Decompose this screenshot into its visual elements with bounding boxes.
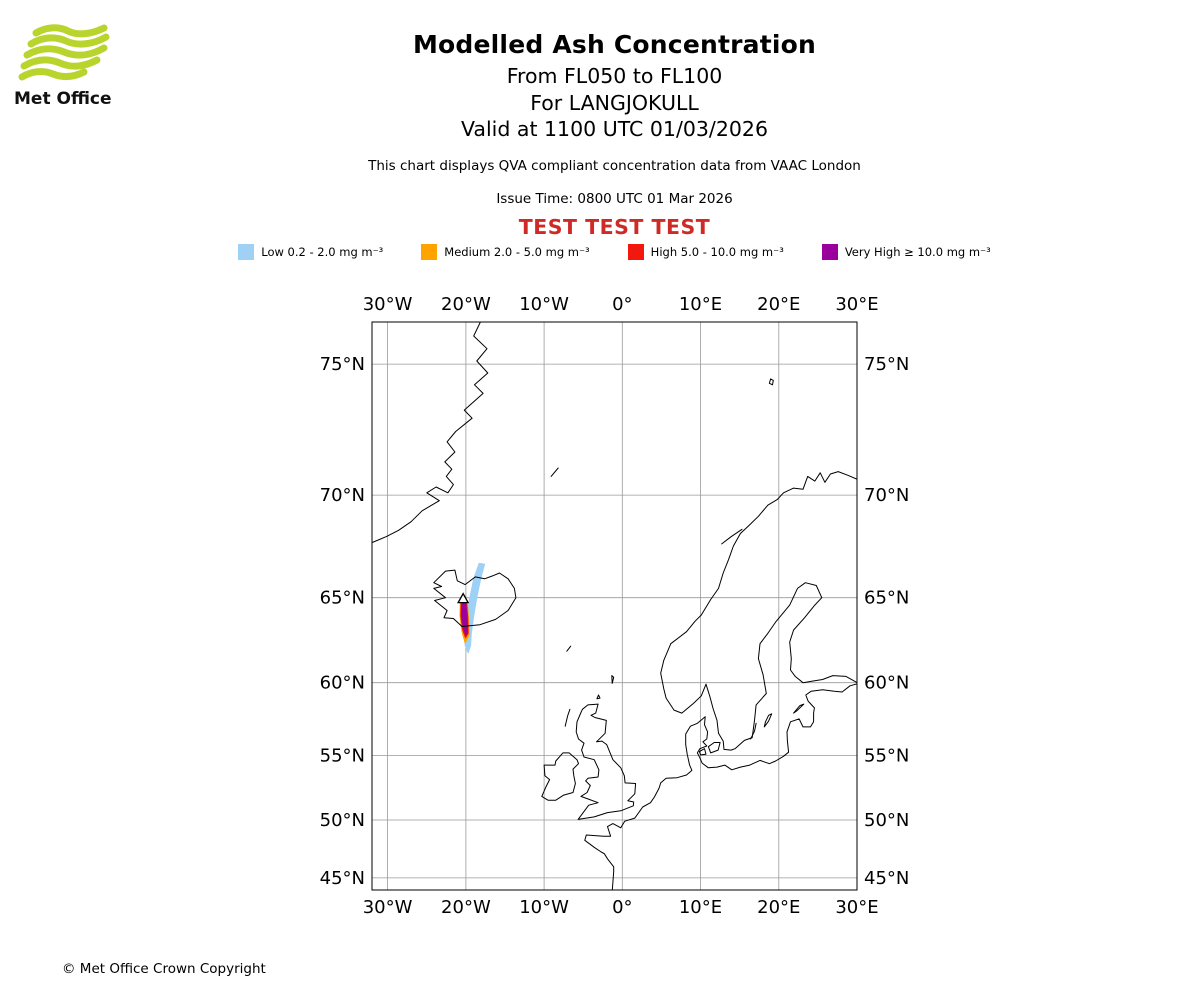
lon-label-top: 30°W — [363, 294, 413, 315]
coastline-iceland — [433, 569, 517, 627]
legend-label: Medium 2.0 - 5.0 mg m⁻³ — [444, 245, 590, 259]
legend-swatch — [238, 244, 255, 260]
coastline-saaremaa — [793, 703, 805, 714]
coastline-gotland — [763, 713, 773, 728]
lat-label-right: 60°N — [864, 673, 909, 694]
lon-label-bottom: 30°W — [363, 897, 413, 918]
logo-text: Met Office — [14, 89, 112, 109]
lat-label-right: 55°N — [864, 746, 909, 767]
lat-label-left: 60°N — [320, 673, 365, 694]
page-title: Modelled Ash Concentration — [412, 30, 817, 59]
legend-label: Low 0.2 - 2.0 mg m⁻³ — [261, 245, 384, 259]
volcano-marker — [457, 592, 470, 604]
lat-label-left: 45°N — [320, 868, 365, 889]
map-svg: 30°W 30°W 20°W 20°W 10°W 10°W 0° 0° 10°E 10°E 20°E… — [320, 294, 910, 918]
copyright: © Met Office Crown Copyright — [62, 961, 266, 977]
coastline-oland — [750, 722, 757, 740]
lon-label-top: 30°E — [835, 294, 878, 315]
lon-label-bottom: 10°W — [519, 897, 569, 918]
met-office-logo: Met Office — [12, 24, 122, 114]
lon-label-top: 10°W — [519, 294, 569, 315]
lat-label-right: 65°N — [864, 588, 909, 609]
volcano-name-line: For LANGJOKULL — [530, 91, 699, 115]
qva-compliance-note: This chart displays QVA compliant concen… — [368, 158, 861, 174]
coastline-scandinavia — [660, 471, 857, 751]
legend-swatch — [627, 244, 644, 260]
test-banner: TEST TEST TEST — [518, 215, 711, 239]
lat-label-right: 50°N — [864, 810, 909, 831]
legend-swatch — [421, 244, 438, 260]
legend-item-very-high: Very High ≥ 10.0 mg m⁻³ — [821, 244, 991, 260]
coastline-ireland — [541, 752, 579, 801]
lat-label-left: 55°N — [320, 746, 365, 767]
legend-item-low: Low 0.2 - 2.0 mg m⁻³ — [238, 244, 383, 260]
coastline-zealand — [707, 742, 721, 754]
coastline-bear-island — [768, 378, 774, 386]
coastline-great-britain — [575, 703, 637, 820]
coastline-outer-hebrides — [564, 708, 571, 727]
lat-label-right: 70°N — [864, 485, 909, 506]
coastline-lofoten — [721, 528, 743, 545]
coastline-faroe-islands — [566, 645, 572, 652]
lat-label-left: 50°N — [320, 810, 365, 831]
legend-item-medium: Medium 2.0 - 5.0 mg m⁻³ — [421, 244, 590, 260]
legend: Low 0.2 - 2.0 mg m⁻³ Medium 2.0 - 5.0 mg… — [0, 244, 1200, 260]
lat-label-left: 70°N — [320, 485, 365, 506]
lat-label-right: 45°N — [864, 868, 909, 889]
legend-label: Very High ≥ 10.0 mg m⁻³ — [844, 245, 991, 259]
lat-label-left: 65°N — [320, 588, 365, 609]
lon-label-bottom: 0° — [612, 897, 632, 918]
lat-label-right: 75°N — [864, 354, 909, 375]
legend-label: High 5.0 - 10.0 mg m⁻³ — [650, 245, 784, 259]
coastline-jan-mayen — [550, 467, 559, 477]
coastline-funen — [698, 748, 707, 756]
issue-time: Issue Time: 0800 UTC 01 Mar 2026 — [496, 191, 733, 207]
lon-label-bottom: 20°E — [757, 897, 800, 918]
lon-label-top: 20°E — [757, 294, 800, 315]
map-frame — [371, 321, 858, 891]
lon-label-top: 20°W — [441, 294, 491, 315]
legend-item-high: High 5.0 - 10.0 mg m⁻³ — [627, 244, 784, 260]
lon-label-top: 10°E — [679, 294, 722, 315]
lon-label-bottom: 30°E — [835, 897, 878, 918]
flight-level-line: From FL050 to FL100 — [506, 64, 723, 88]
lon-label-bottom: 10°E — [679, 897, 722, 918]
logo-waves-icon — [18, 24, 110, 81]
lon-label-bottom: 20°W — [441, 897, 491, 918]
lat-label-left: 75°N — [320, 354, 365, 375]
valid-time-line: Valid at 1100 UTC 01/03/2026 — [460, 117, 769, 141]
coastline-shetland — [611, 675, 615, 684]
lon-label-top: 0° — [612, 294, 632, 315]
coastline-orkney — [596, 694, 601, 700]
map-layers — [372, 322, 857, 890]
coastline-greenland — [372, 322, 489, 544]
legend-swatch — [821, 244, 838, 260]
coastline-europe-mainland — [584, 683, 857, 890]
